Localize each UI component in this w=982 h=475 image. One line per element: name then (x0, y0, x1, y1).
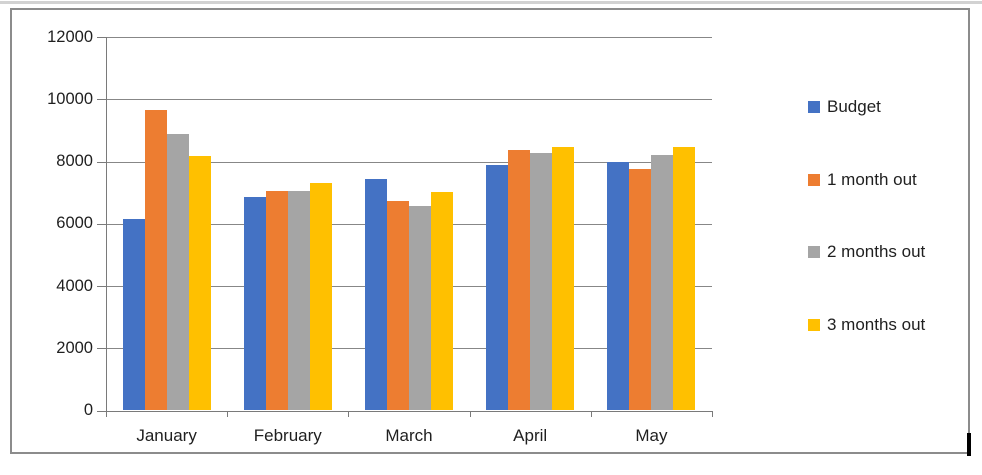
category-label-may: May (635, 426, 668, 445)
bar-1-month-out-january[interactable] (144, 110, 167, 411)
category-label-february: February (253, 426, 322, 445)
bar-1-month-out-march[interactable] (387, 201, 409, 411)
gridline-10000 (106, 99, 712, 101)
bar-budget-april[interactable] (486, 165, 509, 411)
legend-label-3-months-out: 3 months out (827, 314, 926, 334)
x-tick-5 (712, 410, 713, 417)
y-tick-label-2000: 2000 (56, 338, 93, 357)
category-label-march: March (385, 426, 433, 445)
bar-2-months-out-march[interactable] (409, 206, 431, 411)
y-tick-label-4000: 4000 (56, 276, 93, 295)
legend-swatch-1-month-out (808, 173, 820, 186)
bar-3-months-out-april[interactable] (552, 147, 575, 411)
y-tick-4000 (97, 286, 106, 287)
legend-label-budget: Budget (827, 97, 881, 116)
legend-item-3-months-out[interactable]: 3 months out (808, 315, 925, 335)
y-tick-8000 (97, 161, 106, 163)
bar-budget-march[interactable] (365, 178, 387, 411)
bar-budget-january[interactable] (122, 219, 145, 411)
legend-swatch-3-months-out (808, 318, 820, 331)
legend-item-1-month-out[interactable]: 1 month out (808, 170, 917, 190)
bar-3-months-out-may[interactable] (673, 146, 696, 411)
legend-item-2-months-out[interactable]: 2 months out (808, 242, 925, 262)
text-cursor-mark (967, 433, 971, 456)
bar-3-months-out-march[interactable] (431, 192, 453, 411)
y-tick-label-12000: 12000 (47, 27, 93, 46)
bar-1-month-out-may[interactable] (629, 168, 652, 411)
y-tick-12000 (97, 37, 106, 38)
x-axis-line (106, 410, 712, 412)
bar-1-month-out-april[interactable] (508, 149, 531, 411)
legend-item-budget[interactable]: Budget (808, 97, 881, 117)
x-tick-2 (348, 410, 350, 417)
y-tick-10000 (97, 99, 106, 101)
bar-2-months-out-february[interactable] (287, 190, 310, 411)
category-label-april: April (513, 426, 548, 445)
bar-2-months-out-april[interactable] (530, 153, 553, 411)
y-tick-label-6000: 6000 (56, 214, 93, 233)
gridline-12000 (106, 37, 712, 38)
legend-swatch-budget (808, 101, 820, 113)
y-tick-2000 (97, 348, 106, 350)
bar-budget-may[interactable] (607, 162, 630, 411)
y-tick-6000 (97, 223, 106, 225)
y-tick-0 (97, 410, 106, 412)
legend-label-2-months-out: 2 months out (827, 242, 926, 261)
x-tick-3 (469, 410, 471, 417)
y-tick-label-10000: 10000 (47, 89, 93, 108)
bar-3-months-out-february[interactable] (309, 182, 332, 411)
top-divider (0, 1, 982, 4)
gridline-8000 (106, 161, 712, 163)
bar-1-month-out-february[interactable] (265, 190, 288, 411)
x-tick-0 (106, 410, 107, 417)
bar-3-months-out-january[interactable] (188, 155, 211, 411)
legend-swatch-2-months-out (808, 246, 820, 258)
y-tick-label-8000: 8000 (56, 152, 93, 170)
bar-2-months-out-may[interactable] (651, 154, 674, 411)
legend-label-1-month-out: 1 month out (827, 169, 917, 189)
x-tick-1 (227, 410, 229, 417)
bar-budget-february[interactable] (243, 196, 266, 411)
bar-2-months-out-january[interactable] (166, 133, 189, 411)
x-tick-4 (590, 410, 592, 417)
y-tick-label-0: 0 (83, 401, 93, 419)
y-axis-line (106, 37, 107, 412)
category-label-january: January (136, 426, 197, 445)
